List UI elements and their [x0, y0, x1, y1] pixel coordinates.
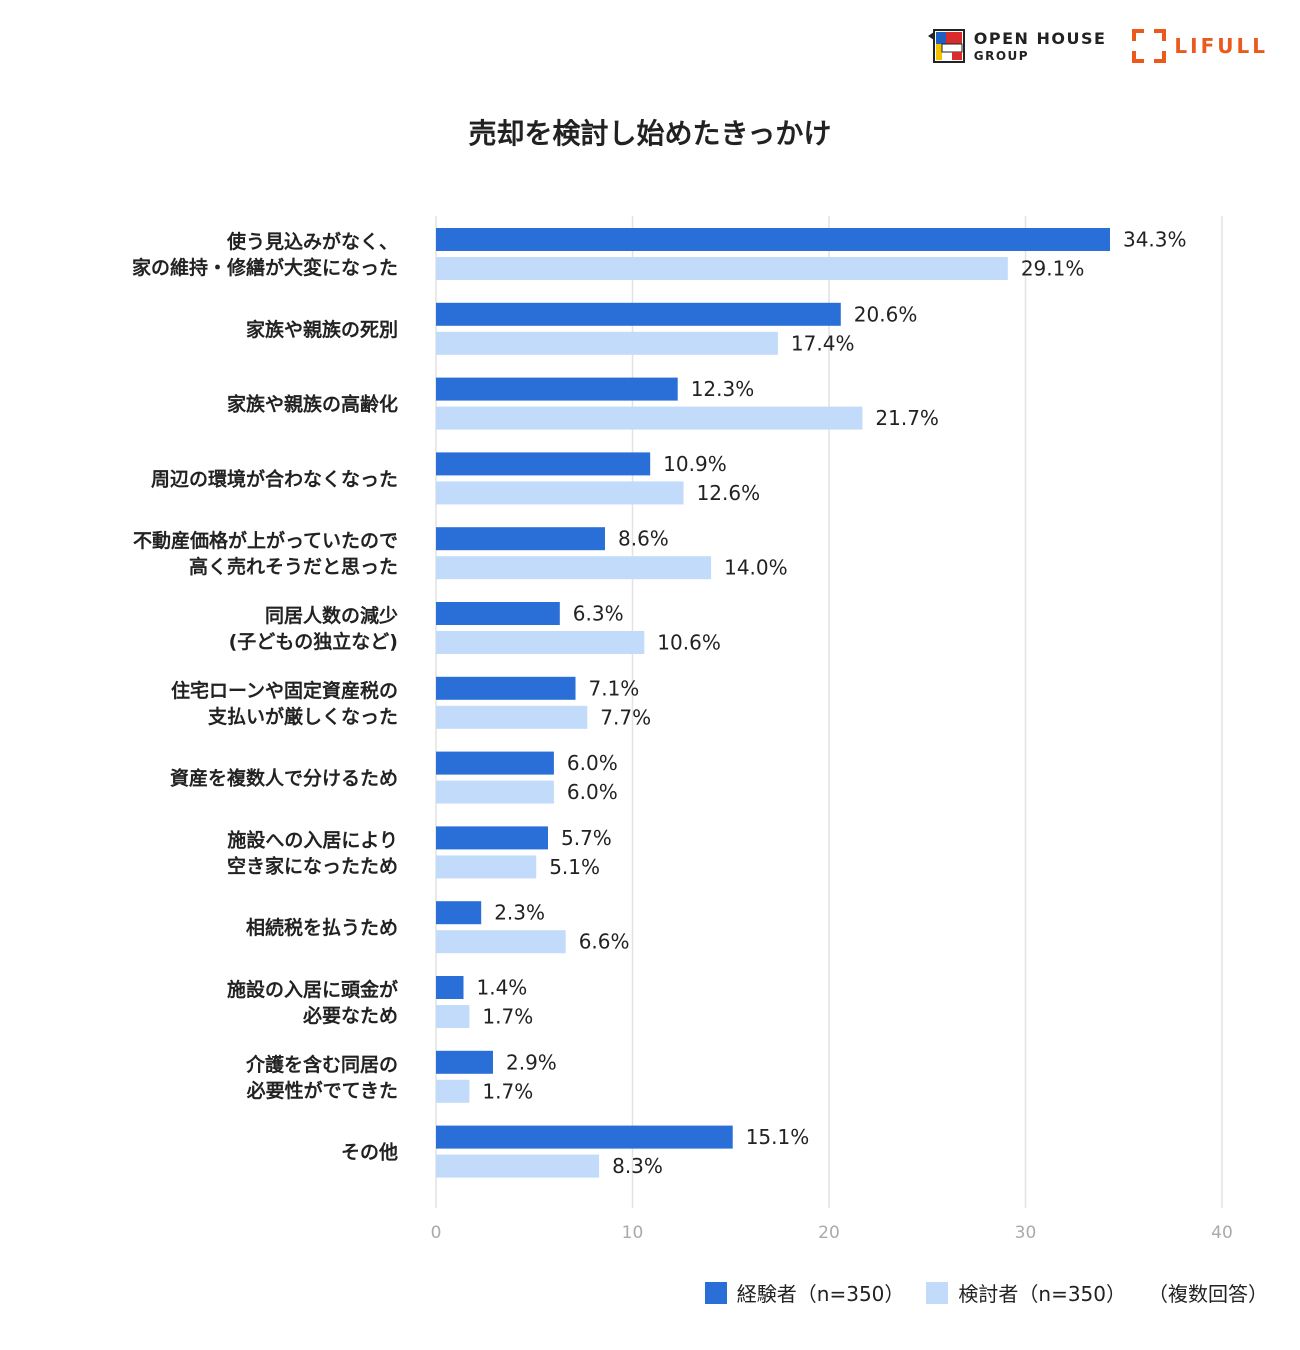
- lifull-name: LIFULL: [1174, 34, 1268, 58]
- data-label-series1: 15.1%: [746, 1125, 810, 1149]
- bar-series1: [436, 751, 554, 775]
- category-label: その他: [341, 1141, 398, 1164]
- legend-note: （複数回答）: [1148, 1282, 1268, 1306]
- bar-series2: [436, 406, 863, 430]
- legend-label-series1: 経験者（n=350）: [736, 1282, 905, 1306]
- data-label-series2: 1.7%: [482, 1005, 533, 1029]
- openhouse-group: GROUP: [973, 48, 1030, 63]
- bar-series2: [436, 1079, 470, 1103]
- bar-series1: [436, 901, 482, 925]
- data-label-series2: 6.6%: [579, 930, 630, 954]
- x-tick-label: 20: [818, 1223, 840, 1243]
- data-label-series2: 17.4%: [791, 331, 855, 355]
- bar-series2: [436, 1005, 470, 1028]
- category-label: 必要なため: [302, 1004, 398, 1027]
- bar-series2: [436, 556, 712, 580]
- data-label-series1: 1.4%: [477, 976, 528, 1000]
- data-label-series2: 1.7%: [482, 1079, 533, 1103]
- lifull-bracket-icon: [1132, 29, 1167, 63]
- bar-series2: [436, 855, 537, 879]
- data-label-series2: 8.3%: [612, 1154, 663, 1178]
- category-label: 不動産価格が上がっていたので: [133, 529, 398, 552]
- category-label: (子どもの独立など): [229, 630, 398, 653]
- data-label-series1: 7.1%: [589, 676, 640, 700]
- category-label: 家の維持・修繕が大変になった: [132, 256, 398, 279]
- bar-series2: [436, 257, 1008, 280]
- category-label: 相続税を払うため: [246, 916, 398, 939]
- bar-series2: [436, 331, 778, 355]
- logo-area: OPEN HOUSE GROUP LIFULL: [927, 28, 1268, 64]
- bar-series2: [436, 705, 588, 729]
- bar-series1: [436, 228, 1110, 251]
- legend-swatch-series2: [926, 1281, 949, 1304]
- legend-swatch-series1: [704, 1281, 727, 1304]
- bar-series1: [436, 302, 841, 326]
- category-label: 家族や親族の高齢化: [227, 393, 398, 416]
- category-label: 支払いが厳しくなった: [207, 705, 398, 728]
- data-label-series1: 6.0%: [567, 751, 618, 775]
- x-tick-label: 10: [622, 1223, 644, 1243]
- data-label-series1: 8.6%: [618, 527, 669, 551]
- bar-series1: [436, 826, 549, 850]
- data-label-series1: 34.3%: [1123, 228, 1187, 252]
- category-label: 必要性がでてきた: [246, 1079, 398, 1102]
- category-label: 高く売れそうだと思った: [189, 555, 398, 578]
- category-label: 同居人数の減少: [265, 604, 398, 627]
- bar-series2: [436, 631, 645, 654]
- category-label: 介護を含む同居の: [245, 1053, 398, 1076]
- data-label-series2: 14.0%: [724, 556, 788, 580]
- chart-title: 売却を検討し始めたきっかけ: [468, 117, 832, 150]
- data-label-series1: 6.3%: [573, 602, 624, 626]
- data-label-series1: 10.9%: [663, 452, 727, 476]
- legend-item-series1: 経験者（n=350）: [704, 1278, 905, 1307]
- data-label-series2: 10.6%: [657, 631, 721, 655]
- bar-series1: [436, 602, 560, 625]
- openhouse-mark-icon: [927, 29, 965, 63]
- data-label-series2: 12.6%: [697, 481, 761, 505]
- bar-series2: [436, 930, 566, 954]
- lifull-logo: LIFULL: [1132, 29, 1268, 63]
- bar-series1: [436, 377, 678, 401]
- bar-series2: [436, 481, 684, 505]
- data-label-series2: 6.0%: [567, 780, 618, 804]
- x-tick-label: 0: [431, 1223, 442, 1243]
- data-label-series1: 2.9%: [506, 1050, 557, 1074]
- x-tick-label: 40: [1211, 1223, 1233, 1243]
- legend: 経験者（n=350） 検討者（n=350） （複数回答）: [704, 1278, 1268, 1307]
- bar-series1: [436, 976, 464, 999]
- data-label-series2: 7.7%: [600, 705, 651, 729]
- bar-series1: [436, 1050, 493, 1074]
- category-label: 資産を複数人で分けるため: [170, 767, 398, 790]
- bar-series2: [436, 780, 554, 804]
- category-label: 住宅ローンや固定資産税の: [171, 679, 398, 702]
- data-label-series2: 21.7%: [875, 406, 939, 430]
- data-label-series1: 12.3%: [691, 377, 755, 401]
- data-label-series1: 5.7%: [561, 826, 612, 850]
- openhouse-name: OPEN HOUSE: [973, 28, 1107, 48]
- category-label: 使う見込みがなく、: [226, 230, 398, 253]
- data-label-series2: 5.1%: [549, 855, 600, 879]
- bar-series1: [436, 527, 605, 551]
- legend-label-series2: 検討者（n=350）: [958, 1282, 1126, 1306]
- bar-chart: 0 10 20 30 40 34.3% 29.1% 使う見込みがなく、家の維持・修繕が大変にな…: [132, 216, 1233, 1243]
- data-label-series1: 20.6%: [854, 302, 918, 326]
- category-label: 周辺の環境が合わなくなった: [151, 467, 398, 490]
- category-label: 家族や親族の死別: [246, 318, 398, 341]
- bar-series2: [436, 1154, 600, 1178]
- x-tick-label: 30: [1015, 1223, 1037, 1243]
- openhouse-logo: OPEN HOUSE GROUP: [927, 28, 1107, 64]
- bar-series1: [436, 1125, 733, 1149]
- category-label: 施設への入居により: [227, 828, 398, 851]
- bar-series1: [436, 676, 576, 700]
- data-label-series1: 2.3%: [494, 901, 545, 925]
- bar-series1: [436, 452, 651, 476]
- legend-item-series2: 検討者（n=350）: [926, 1278, 1126, 1307]
- category-label: 施設の入居に頭金が: [227, 978, 398, 1001]
- category-label: 空き家になったため: [227, 854, 398, 877]
- data-label-series2: 29.1%: [1021, 257, 1085, 281]
